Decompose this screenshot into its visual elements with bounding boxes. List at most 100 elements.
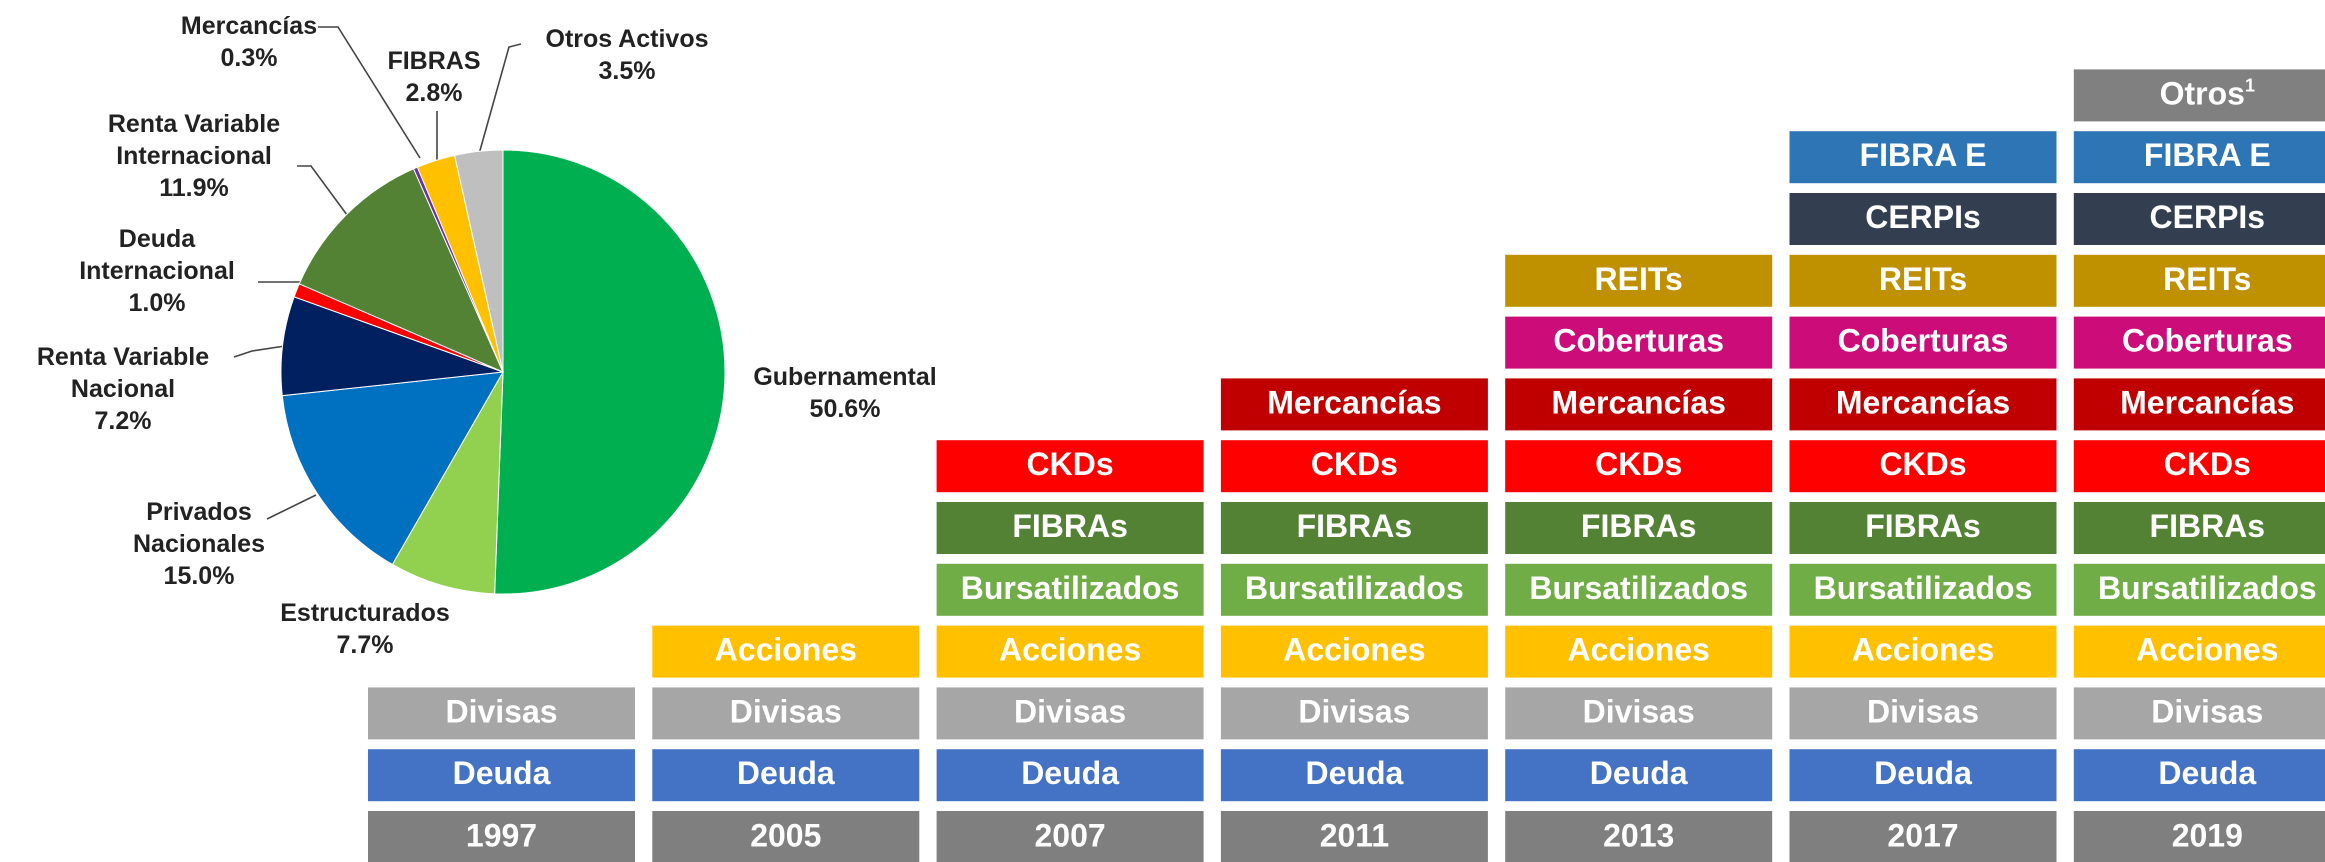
asset-label: FIBRAs [1581, 508, 1697, 544]
asset-name: CKDs [1027, 447, 1114, 483]
asset-block [936, 749, 1204, 802]
asset-name: REITs [2163, 261, 2251, 297]
asset-label: FIBRAs [1865, 508, 1981, 544]
asset-name: FIBRAs [1297, 508, 1413, 544]
asset-block [368, 687, 635, 740]
leader-line [318, 26, 421, 159]
asset-block [652, 687, 920, 740]
asset-block [1789, 502, 2057, 554]
asset-name: REITs [1879, 261, 1967, 297]
asset-name: FIBRAs [1865, 508, 1981, 544]
year-label: 2019 [2172, 817, 2243, 853]
asset-block [1220, 687, 1488, 740]
year-label: 2011 [1320, 817, 1389, 853]
slice-name: Gubernamental [753, 363, 937, 391]
asset-block [2073, 254, 2325, 307]
asset-block [1505, 625, 1773, 678]
asset-name: FIBRAs [1581, 508, 1697, 544]
asset-name: Mercancías [1552, 385, 1726, 421]
asset-label: Divisas [1583, 694, 1695, 730]
asset-label: Deuda [453, 756, 551, 792]
slice-label: Mercancías 0.3% [181, 10, 317, 74]
asset-label: FIBRAs [1012, 508, 1128, 544]
asset-block [1789, 131, 2057, 184]
asset-label: Bursatilizados [1814, 570, 2033, 606]
asset-label: REITs [1595, 261, 1683, 297]
asset-name: Coberturas [1553, 323, 1724, 359]
slice-value: 50.6% [809, 395, 881, 423]
slice-name: Estructurados [280, 599, 450, 627]
leader-line [233, 345, 286, 358]
asset-block [1505, 687, 1773, 740]
asset-label: Coberturas [2122, 323, 2293, 359]
asset-block [2073, 378, 2325, 431]
asset-name: Acciones [1568, 632, 1710, 668]
asset-name: Otros [2160, 76, 2245, 112]
asset-label: CERPIs [2150, 199, 2266, 235]
asset-name: Deuda [1021, 756, 1119, 792]
asset-label: Bursatilizados [1245, 570, 1464, 606]
asset-block [2073, 749, 2325, 802]
slice-label: Renta Variable Nacional 7.2% [8, 341, 238, 437]
asset-block [1505, 254, 1773, 307]
asset-block [1505, 749, 1773, 802]
slice-name: Deuda Internacional [79, 225, 235, 285]
asset-label: CERPIs [1865, 199, 1981, 235]
footnote-marker: 1 [2245, 75, 2255, 95]
slice-label: FIBRAS 2.8% [387, 45, 480, 109]
slice-value: 15.0% [163, 562, 235, 590]
timeline: 1997 Deuda Divisas 2005 Deuda Divisas Acciones… [368, 69, 2325, 862]
slice-label: Privados Nacionales 15.0% [109, 496, 289, 592]
asset-block [1789, 625, 2057, 678]
asset-label: Acciones [1283, 632, 1425, 668]
asset-label: Mercancías [1267, 385, 1441, 421]
asset-label: Acciones [715, 632, 857, 668]
asset-label: Acciones [2136, 632, 2278, 668]
asset-label: Mercancías [2120, 385, 2294, 421]
asset-name: Divisas [445, 694, 557, 730]
asset-block [1220, 563, 1488, 616]
asset-label: CKDs [1595, 447, 1682, 483]
asset-block [1789, 254, 2057, 307]
asset-name: Mercancías [1267, 385, 1441, 421]
asset-name: Divisas [730, 694, 842, 730]
asset-block [2073, 193, 2325, 245]
slice-value: 11.9% [159, 174, 229, 202]
asset-name: Deuda [1590, 756, 1688, 792]
asset-label: Mercancías [1836, 385, 2010, 421]
asset-label: Divisas [1014, 694, 1126, 730]
asset-block [2073, 687, 2325, 740]
asset-name: Divisas [1298, 694, 1410, 730]
pie [280, 149, 726, 595]
asset-block [1789, 378, 2057, 431]
asset-name: FIBRA E [2144, 138, 2271, 174]
asset-block [1505, 316, 1773, 369]
asset-name: Deuda [1306, 756, 1404, 792]
asset-name: FIBRAs [2150, 508, 2266, 544]
asset-name: Divisas [1014, 694, 1126, 730]
asset-block [936, 687, 1204, 740]
asset-name: CKDs [1595, 447, 1682, 483]
pie-slice [391, 371, 504, 595]
asset-name: Deuda [2158, 756, 2256, 792]
asset-block [1505, 502, 1773, 554]
asset-name: Acciones [1852, 632, 1994, 668]
asset-name: Mercancías [1836, 385, 2010, 421]
asset-label: Mercancías [1552, 385, 1726, 421]
asset-block [1220, 440, 1488, 493]
asset-name: Divisas [1867, 694, 1979, 730]
year-block [652, 811, 920, 862]
asset-label: Acciones [1568, 632, 1710, 668]
leader-line [266, 494, 317, 520]
asset-name: Bursatilizados [1245, 570, 1464, 606]
year-label: 1997 [466, 817, 537, 853]
asset-label: REITs [1879, 261, 1967, 297]
asset-label: Deuda [737, 756, 835, 792]
slice-value: 3.5% [598, 57, 656, 85]
asset-block [1505, 378, 1773, 431]
pie-slice [453, 149, 504, 373]
year-block [1505, 811, 1773, 862]
slice-name: Privados Nacionales [132, 498, 265, 558]
